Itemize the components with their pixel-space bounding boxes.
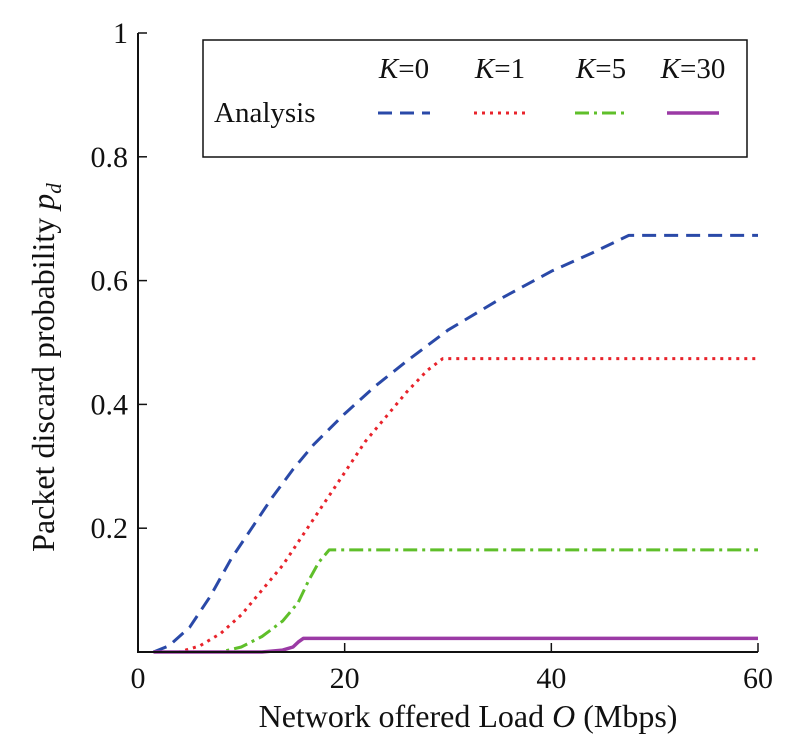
legend-header-var: K [660, 53, 682, 85]
x-tick-label: 40 [536, 662, 566, 695]
y-tick-label: 0.8 [91, 141, 129, 174]
y-axis-title-prefix: Packet discard probability [25, 210, 61, 552]
legend-box [202, 39, 748, 158]
legend-header-k-5: K=5 [575, 53, 626, 85]
y-axis-title: Packet discard probability pd [25, 183, 66, 552]
axes-layer: 0 20 40 60 0.2 0.4 0.6 0.8 1 Network offered Load… [25, 17, 773, 734]
legend-header-k-1: K=1 [474, 53, 525, 85]
y-tick-label: 0.6 [91, 265, 129, 298]
x-axis-title-suffix: (Mbps) [575, 698, 677, 734]
series-line-k-1 [153, 357, 758, 654]
y-tick-label: 0.2 [91, 512, 129, 545]
legend-header-k-0: K=0 [378, 53, 429, 85]
legend-header-value: =30 [680, 53, 725, 85]
legend-header-var: K [474, 53, 496, 85]
legend-header-var: K [378, 53, 400, 85]
legend-row-label: Analysis [214, 97, 316, 129]
legend-header-k-30: K=30 [660, 53, 726, 85]
x-axis-title-prefix: Network offered Load [259, 698, 553, 734]
legend-header-value: =5 [595, 53, 626, 85]
y-tick-label: 0.4 [91, 388, 129, 421]
x-axis-title: Network offered Load O (Mbps) [259, 698, 678, 734]
legend-header-value: =0 [398, 53, 429, 85]
x-tick-label: 20 [330, 662, 360, 695]
x-tick-label: 0 [131, 662, 146, 695]
y-tick-label: 1 [113, 17, 128, 50]
legend-header-value: =1 [494, 53, 525, 85]
series-line-k-0 [152, 233, 758, 654]
y-axis-title-var: p [25, 194, 61, 212]
x-axis-title-var: O [552, 698, 575, 734]
y-axis-title-sub: d [42, 183, 66, 194]
legend-header-var: K [575, 53, 597, 85]
x-tick-label: 60 [743, 662, 773, 695]
